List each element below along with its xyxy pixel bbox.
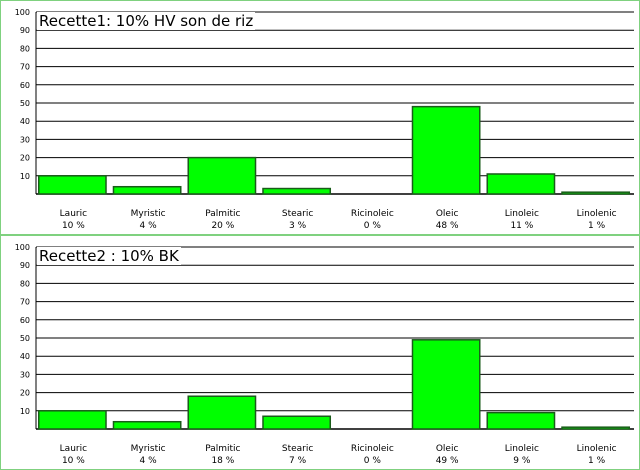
y-tick-label: 40 bbox=[20, 352, 30, 361]
value-label: 9 % bbox=[513, 456, 531, 466]
y-tick-label: 60 bbox=[20, 316, 30, 325]
value-label: 4 % bbox=[140, 221, 158, 231]
y-tick-label: 70 bbox=[20, 298, 30, 307]
category-label: Oleic bbox=[436, 444, 459, 454]
category-label: Myristic bbox=[131, 209, 166, 219]
value-label: 20 % bbox=[211, 221, 234, 231]
y-tick-label: 10 bbox=[20, 407, 30, 416]
category-label: Palmitic bbox=[205, 444, 240, 454]
value-label: 4 % bbox=[140, 456, 158, 466]
bar-linoleic bbox=[486, 411, 556, 430]
chart-panel-recette2: 10 20 30 40 50 60 70 80 90 100 Lauric 10 % Myristic 4… bbox=[0, 235, 640, 470]
chart-title: Recette2 : 10% BK bbox=[37, 247, 181, 265]
y-tick-label: 90 bbox=[20, 26, 30, 35]
value-label: 11 % bbox=[510, 221, 533, 231]
y-tick-label: 80 bbox=[20, 279, 30, 288]
value-label: 0 % bbox=[364, 221, 382, 231]
value-label: 10 % bbox=[62, 456, 85, 466]
bar-chart-recette1: 10 20 30 40 50 60 70 80 90 100 Lauric 10 % Myristic 4… bbox=[0, 0, 640, 235]
category-label: Ricinoleic bbox=[351, 209, 394, 219]
y-tick-label: 60 bbox=[20, 81, 30, 90]
bar-linoleic bbox=[486, 173, 556, 195]
chart-frame bbox=[0, 0, 640, 235]
y-tick-label: 30 bbox=[20, 370, 30, 379]
bar-oleic bbox=[411, 339, 481, 430]
value-label: 10 % bbox=[62, 221, 85, 231]
value-label: 18 % bbox=[211, 456, 234, 466]
category-label: Ricinoleic bbox=[351, 444, 394, 454]
bar-myristic bbox=[112, 185, 182, 195]
category-label: Linolenic bbox=[577, 444, 617, 454]
chart-panel-recette1: 10 20 30 40 50 60 70 80 90 100 Lauric 10 % Myristic 4… bbox=[0, 0, 640, 235]
value-label: 48 % bbox=[436, 221, 459, 231]
category-label: Oleic bbox=[436, 209, 459, 219]
bar-linolenic bbox=[561, 426, 631, 430]
chart-title: Recette1: 10% HV son de riz bbox=[37, 12, 256, 30]
chart-frame bbox=[0, 235, 640, 470]
bar-stearic bbox=[262, 415, 332, 430]
value-label: 1 % bbox=[588, 221, 606, 231]
y-tick-label: 70 bbox=[20, 63, 30, 72]
bar-lauric bbox=[37, 175, 107, 195]
category-label: Palmitic bbox=[205, 209, 240, 219]
value-label: 49 % bbox=[436, 456, 459, 466]
bar-stearic bbox=[262, 187, 332, 195]
y-tick-label: 20 bbox=[20, 154, 30, 163]
category-label: Stearic bbox=[282, 444, 313, 454]
category-label: Stearic bbox=[282, 209, 313, 219]
value-label: 0 % bbox=[364, 456, 382, 466]
category-label: Linoleic bbox=[505, 209, 539, 219]
bar-linolenic bbox=[561, 191, 631, 195]
y-tick-label: 50 bbox=[20, 99, 30, 108]
y-tick-label: 100 bbox=[15, 243, 30, 252]
y-tick-label: 80 bbox=[20, 44, 30, 53]
y-tick-label: 40 bbox=[20, 117, 30, 126]
value-label: 3 % bbox=[289, 221, 307, 231]
bar-myristic bbox=[112, 420, 182, 430]
y-tick-label: 50 bbox=[20, 334, 30, 343]
bar-oleic bbox=[411, 105, 481, 195]
category-label: Myristic bbox=[131, 444, 166, 454]
bar-palmitic bbox=[187, 395, 257, 430]
y-tick-label: 30 bbox=[20, 135, 30, 144]
value-label: 7 % bbox=[289, 456, 307, 466]
category-label: Linoleic bbox=[505, 444, 539, 454]
bar-palmitic bbox=[187, 156, 257, 195]
y-tick-label: 100 bbox=[15, 8, 30, 17]
y-tick-label: 20 bbox=[20, 389, 30, 398]
bar-chart-recette2: 10 20 30 40 50 60 70 80 90 100 Lauric 10 % Myristic 4… bbox=[0, 235, 640, 470]
y-tick-label: 10 bbox=[20, 172, 30, 181]
value-label: 1 % bbox=[588, 456, 606, 466]
bar-lauric bbox=[37, 410, 107, 430]
category-label: Linolenic bbox=[577, 209, 617, 219]
y-tick-label: 90 bbox=[20, 261, 30, 270]
category-label: Lauric bbox=[60, 209, 87, 219]
category-label: Lauric bbox=[60, 444, 87, 454]
